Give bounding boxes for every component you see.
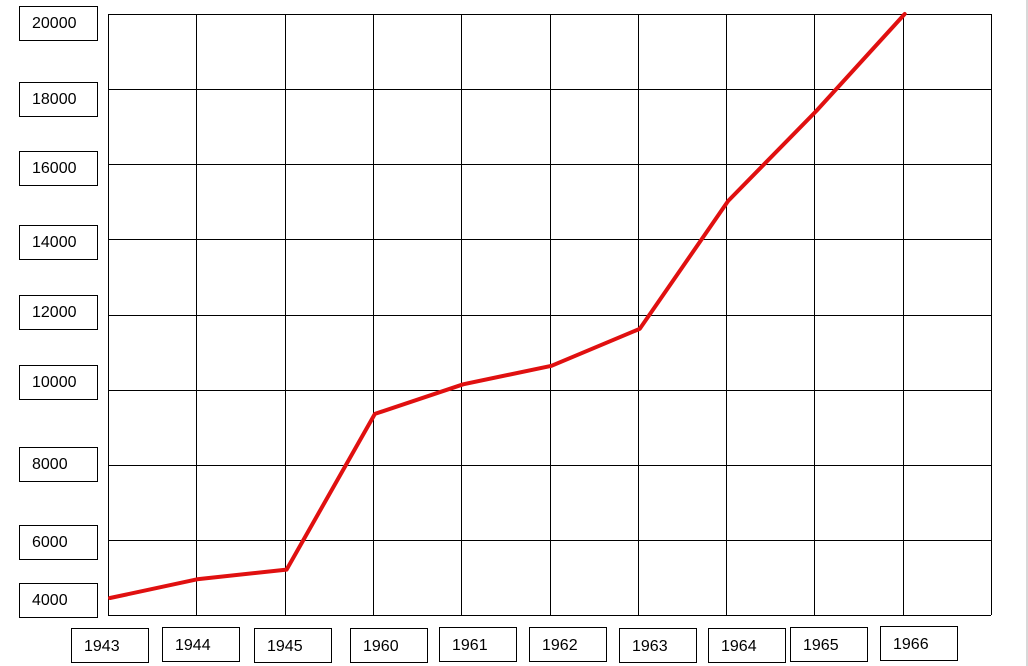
- chart-grid: [108, 14, 992, 616]
- series-line: [108, 12, 907, 600]
- x-tick-label: 1961: [439, 627, 517, 662]
- x-tick-label: 1960: [350, 628, 428, 663]
- y-tick-label: 8000: [19, 447, 98, 482]
- x-tick-label: 1945: [254, 628, 332, 663]
- x-tick-label: 1965: [790, 627, 868, 662]
- x-tick-label: 1966: [880, 626, 958, 661]
- y-tick-label: 12000: [19, 295, 98, 330]
- x-tick-label: 1962: [529, 627, 607, 662]
- y-tick-label: 10000: [19, 365, 98, 400]
- y-tick-label: 14000: [19, 225, 98, 260]
- window-right-border: [1026, 0, 1028, 666]
- x-tick-label: 1944: [162, 627, 240, 662]
- y-tick-label: 4000: [19, 583, 98, 618]
- y-tick-label: 18000: [19, 82, 98, 117]
- y-tick-label: 16000: [19, 151, 98, 186]
- x-tick-label: 1943: [71, 628, 149, 663]
- x-tick-label: 1964: [708, 628, 786, 663]
- y-tick-label: 6000: [19, 525, 98, 560]
- y-tick-label: 20000: [19, 6, 98, 41]
- x-tick-label: 1963: [619, 628, 697, 663]
